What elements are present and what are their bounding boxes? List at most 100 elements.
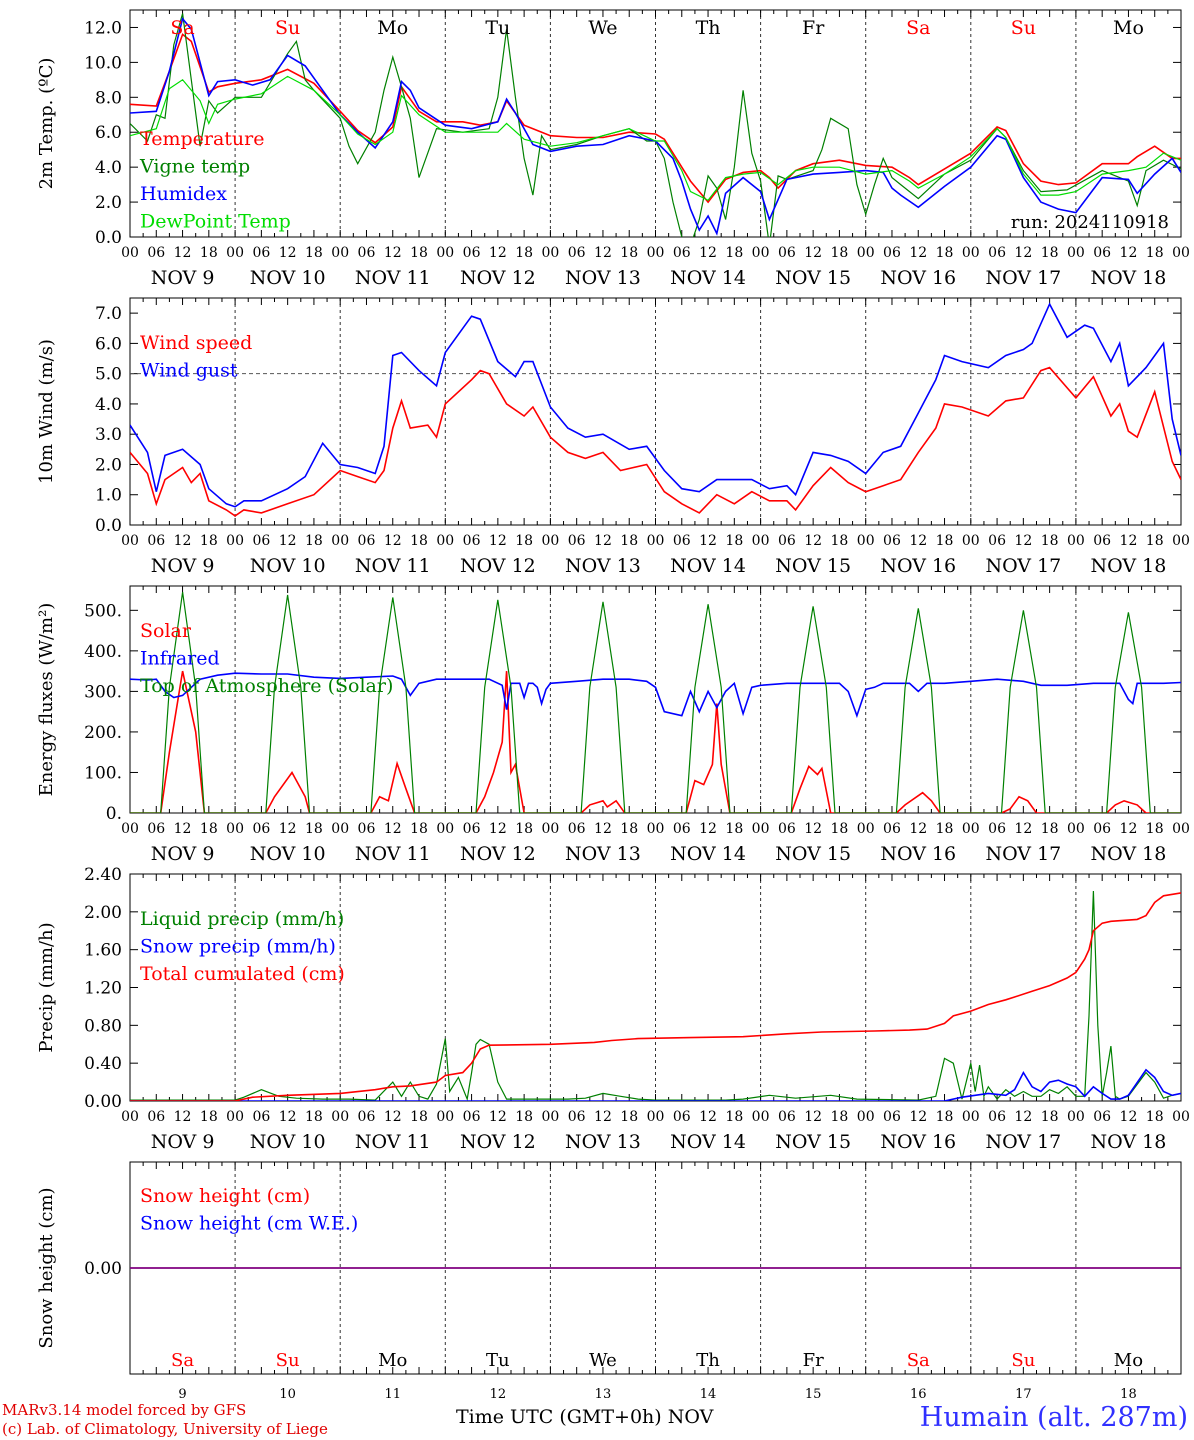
hour-tick-label: 12: [1120, 533, 1138, 549]
hour-tick-label: 06: [463, 1109, 481, 1125]
hour-tick-label: 12: [699, 533, 717, 549]
date-label: NOV 12: [460, 267, 536, 289]
legend-entry: Temperature: [140, 128, 264, 150]
y-axis-label: 10m Wind (m/s): [36, 339, 57, 484]
hour-tick-label: 18: [936, 1109, 954, 1125]
hour-tick-label: 00: [331, 533, 349, 549]
legend-entry: Snow precip (mm/h): [140, 936, 336, 958]
date-label: NOV 16: [880, 1131, 956, 1153]
hour-tick-label: 00: [962, 533, 980, 549]
hour-tick-label: 00: [857, 821, 875, 837]
series-line-liquid-precip-mm-h-: [130, 890, 1181, 1101]
hour-tick-label: 00: [436, 821, 454, 837]
hour-tick-label: 12: [384, 533, 402, 549]
y-tick-label: 4.0: [95, 158, 122, 178]
hour-tick-label: 06: [358, 1109, 376, 1125]
panel-4: 0.00 0.40 0.80 1.20 1.60 2.00 2.40 Precip (mm/h…: [36, 865, 1190, 1153]
hour-tick-label: 06: [252, 533, 270, 549]
date-label: NOV 14: [670, 555, 746, 577]
hour-tick-label: 18: [200, 821, 218, 837]
hour-tick-label: 18: [305, 533, 323, 549]
date-label: NOV 17: [985, 267, 1061, 289]
day-name: Fr: [803, 1350, 824, 1371]
hour-tick-label: 12: [909, 245, 927, 261]
hour-tick-label: 06: [147, 533, 165, 549]
y-tick-label: 1.60: [84, 941, 122, 961]
y-tick-label: 5.0: [95, 365, 122, 385]
date-label: NOV 16: [880, 555, 956, 577]
y-tick-label: 200.: [84, 723, 122, 743]
hour-tick-label: 00: [1067, 1109, 1085, 1125]
legend-entry: Snow height (cm W.E.): [140, 1213, 358, 1235]
y-tick-label: 1.20: [84, 979, 122, 999]
hour-tick-label: 00: [121, 533, 139, 549]
hour-tick-label: 00: [121, 821, 139, 837]
hour-tick-label: 00: [647, 1109, 665, 1125]
hour-tick-label: 06: [1093, 1109, 1111, 1125]
date-label: NOV 11: [355, 1131, 431, 1153]
hour-tick-label: 06: [883, 821, 901, 837]
hour-tick-label: 18: [936, 245, 954, 261]
legend-entry: Solar: [140, 620, 192, 642]
hour-tick-label: 00: [752, 1109, 770, 1125]
hour-tick-label: 12: [594, 1109, 612, 1125]
legend-entry: Liquid precip (mm/h): [140, 908, 344, 930]
date-label: NOV 18: [1091, 843, 1167, 865]
hour-tick-label: 18: [831, 821, 849, 837]
hour-tick-label: 00: [121, 245, 139, 261]
hour-tick-label: 12: [594, 533, 612, 549]
y-tick-label: 0.: [106, 804, 122, 824]
hour-tick-label: 06: [778, 1109, 796, 1125]
day-name: Su: [1011, 17, 1036, 39]
day-name: Th: [696, 17, 721, 39]
date-label: NOV 15: [775, 843, 851, 865]
footer-credit-line-1: MARv3.14 model forced by GFS: [2, 1401, 247, 1419]
panel-2: 0.0 1.0 2.0 3.0 4.0 5.0 6.0 7.0 10m Wind (m/s) Wi…: [36, 297, 1190, 577]
day-number: 14: [700, 1387, 717, 1402]
hour-tick-label: 00: [1172, 1109, 1190, 1125]
hour-tick-label: 12: [489, 533, 507, 549]
hour-tick-label: 18: [410, 821, 428, 837]
day-name: Sa: [171, 1350, 194, 1371]
hour-tick-label: 18: [305, 1109, 323, 1125]
hour-tick-label: 00: [1067, 533, 1085, 549]
hour-tick-label: 12: [594, 245, 612, 261]
hour-tick-label: 12: [804, 245, 822, 261]
day-number: 18: [1120, 1387, 1137, 1402]
hour-tick-label: 18: [200, 1109, 218, 1125]
hour-tick-label: 18: [200, 245, 218, 261]
hour-tick-label: 06: [463, 245, 481, 261]
y-tick-label: 6.0: [95, 334, 122, 354]
day-name: We: [588, 17, 617, 39]
hour-tick-label: 12: [174, 821, 192, 837]
hour-tick-label: 06: [778, 821, 796, 837]
y-axis-label: Precip (mm/h): [36, 922, 57, 1052]
hour-tick-label: 12: [174, 245, 192, 261]
hour-tick-label: 06: [358, 245, 376, 261]
hour-tick-label: 12: [1014, 245, 1032, 261]
hour-tick-label: 00: [647, 533, 665, 549]
hour-tick-label: 00: [647, 821, 665, 837]
day-name: Fr: [802, 17, 825, 39]
hour-tick-label: 06: [252, 245, 270, 261]
day-name: Mo: [378, 1350, 407, 1371]
date-label: NOV 14: [670, 267, 746, 289]
day-number: 15: [805, 1387, 822, 1402]
hour-tick-label: 00: [436, 1109, 454, 1125]
hour-tick-label: 12: [804, 1109, 822, 1125]
hour-tick-label: 06: [252, 821, 270, 837]
hour-tick-label: 18: [620, 533, 638, 549]
series-line-wind-gust: [130, 302, 1181, 508]
hour-tick-label: 12: [1014, 1109, 1032, 1125]
y-tick-label: 0.0: [95, 516, 122, 536]
hour-tick-label: 06: [673, 245, 691, 261]
hour-tick-label: 12: [279, 1109, 297, 1125]
hour-tick-label: 12: [699, 821, 717, 837]
y-tick-label: 0.80: [84, 1016, 122, 1036]
day-number: 10: [279, 1387, 296, 1402]
hour-tick-label: 12: [1014, 821, 1032, 837]
hour-tick-label: 18: [831, 533, 849, 549]
date-label: NOV 17: [985, 555, 1061, 577]
legend-entry: Top of Atmosphere (Solar): [140, 675, 393, 697]
date-label: NOV 9: [151, 555, 215, 577]
